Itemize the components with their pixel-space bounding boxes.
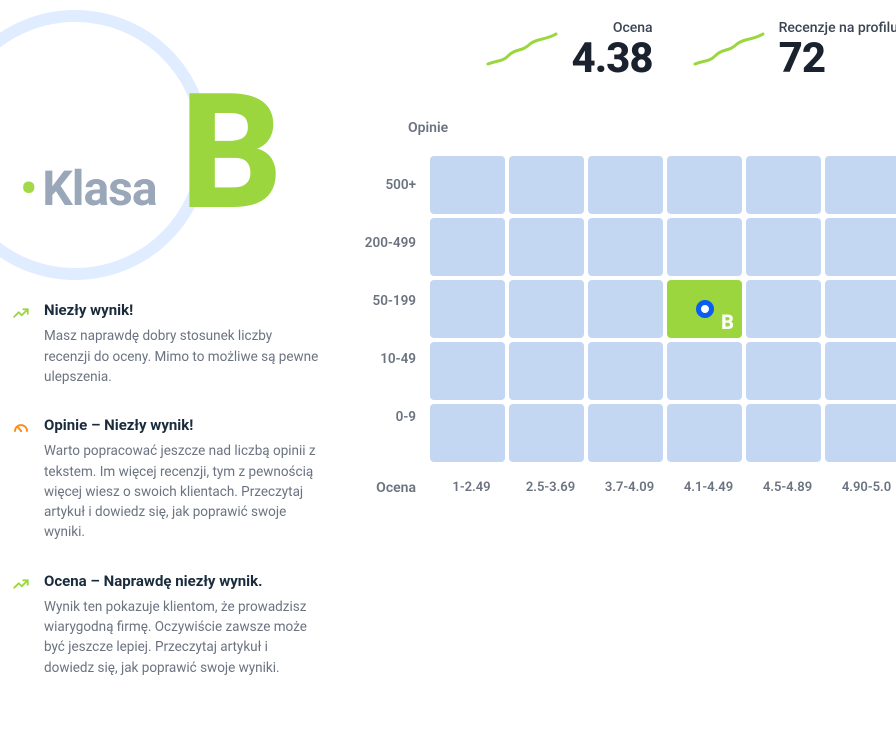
sparkline-icon [693, 30, 765, 70]
heatmap-col-label: 4.1-4.49 [671, 480, 746, 496]
heatmap-row-label: 50-199 [350, 272, 430, 330]
heatmap-marker [696, 300, 714, 318]
heatmap-cell [825, 404, 896, 462]
grade-label: Klasa [20, 160, 157, 217]
heatmap-cell [825, 218, 896, 276]
heatmap-cell [746, 280, 821, 338]
heatmap-cell [667, 404, 742, 462]
heatmap-cell [509, 156, 584, 214]
heatmap-cell [825, 342, 896, 400]
metric-reviews-value: 72 [779, 38, 896, 80]
heatmap-col-label: 3.7-4.09 [592, 480, 667, 496]
heatmap-cell: B [667, 280, 742, 338]
heatmap-cell [588, 156, 663, 214]
heatmap-cell [746, 342, 821, 400]
feedback-list: Niezły wynik! Masz naprawdę dobry stosune… [0, 300, 330, 678]
heatmap-col-label: 1-2.49 [434, 480, 509, 496]
grade-letter: B [180, 60, 275, 247]
heatmap-cell [667, 156, 742, 214]
grade-circle [0, 10, 210, 280]
heatmap: Opinie 500+200-49950-19910-490-9 B Ocena… [350, 120, 896, 496]
heatmap-cell [588, 342, 663, 400]
feedback-text: Masz naprawdę dobry stosunek liczby rece… [44, 326, 320, 387]
heatmap-cell [430, 280, 505, 338]
metrics-row: Ocena 4.38 Recenzje na profilu 72 [350, 20, 896, 80]
feedback-text: Warto popracować jeszcze nad liczbą opin… [44, 441, 320, 542]
heatmap-cell [509, 404, 584, 462]
heatmap-cell [825, 156, 896, 214]
feedback-title: Opinie – Niezły wynik! [44, 415, 320, 435]
trend-up-icon [12, 300, 30, 387]
heatmap-col-label: 4.5-4.89 [750, 480, 825, 496]
heatmap-cell [430, 156, 505, 214]
heatmap-row-label: 0-9 [350, 388, 430, 446]
heatmap-cell [746, 218, 821, 276]
heatmap-cell-letter: B [721, 310, 734, 334]
heatmap-cell [430, 404, 505, 462]
trend-up-icon [12, 571, 30, 678]
heatmap-cell [667, 342, 742, 400]
grade-badge: Klasa B [0, 20, 330, 260]
heatmap-cell [509, 280, 584, 338]
heatmap-col-label: 4.90-5.0 [829, 480, 896, 496]
metric-rating: Ocena 4.38 [486, 20, 653, 80]
heatmap-row-label: 200-499 [350, 214, 430, 272]
feedback-item: Ocena – Naprawdę niezły wynik. Wynik ten … [12, 571, 320, 678]
feedback-item: Niezły wynik! Masz naprawdę dobry stosune… [12, 300, 320, 387]
heatmap-row-label: 10-49 [350, 330, 430, 388]
heatmap-cell [430, 342, 505, 400]
metric-reviews: Recenzje na profilu 72 [693, 20, 896, 80]
heatmap-cell [825, 280, 896, 338]
sparkline-icon [486, 30, 558, 70]
heatmap-cell [588, 280, 663, 338]
heatmap-cell [746, 404, 821, 462]
heatmap-x-axis-title: Ocena [350, 480, 430, 496]
heatmap-cell [588, 404, 663, 462]
heatmap-cell [588, 218, 663, 276]
heatmap-col-label: 2.5-3.69 [513, 480, 588, 496]
gauge-icon [12, 415, 30, 543]
heatmap-cell [509, 218, 584, 276]
heatmap-cell [509, 342, 584, 400]
heatmap-y-axis-title: Opinie [408, 120, 896, 136]
metric-rating-value: 4.38 [572, 38, 653, 80]
feedback-title: Ocena – Naprawdę niezły wynik. [44, 571, 320, 591]
feedback-item: Opinie – Niezły wynik! Warto popracować j… [12, 415, 320, 543]
heatmap-cell [430, 218, 505, 276]
heatmap-cell [746, 156, 821, 214]
heatmap-row-label: 500+ [350, 156, 430, 214]
heatmap-cell [667, 218, 742, 276]
feedback-text: Wynik ten pokazuje klientom, że prowadzi… [44, 597, 320, 678]
feedback-title: Niezły wynik! [44, 300, 320, 320]
